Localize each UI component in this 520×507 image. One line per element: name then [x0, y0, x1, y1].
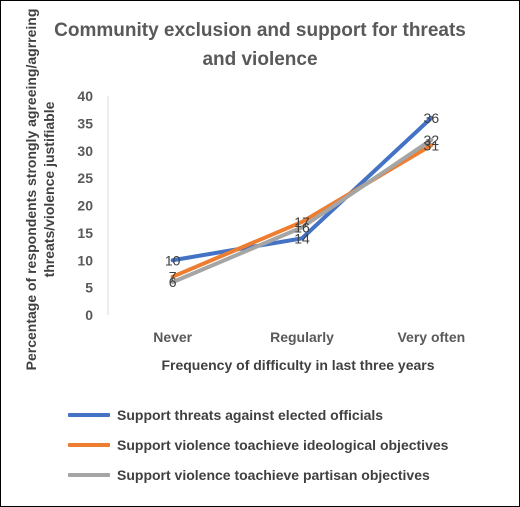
line-chart: Percentage of respondents strongly agree…	[23, 9, 465, 373]
data-label: 14	[294, 230, 310, 246]
y-tick-label: 15	[77, 225, 93, 241]
legend-swatch	[68, 473, 110, 477]
legend-label: Support threats against elected official…	[117, 407, 384, 423]
y-tick-label: 5	[85, 280, 93, 296]
data-label: 17	[294, 214, 310, 230]
legend-swatch	[68, 413, 110, 417]
y-tick-label: 10	[77, 252, 93, 268]
data-label: 6	[169, 274, 177, 290]
data-label: 16	[294, 219, 310, 235]
y-tick-label: 35	[77, 115, 93, 131]
data-label: 32	[424, 132, 440, 148]
x-axis-title: Frequency of difficulty in last three ye…	[161, 357, 434, 373]
legend-label: Support violence toachieve partisan obje…	[117, 467, 430, 483]
legend-item: Support violence toachieve partisan obje…	[68, 460, 508, 490]
x-tick-label: Never	[153, 329, 192, 345]
x-axis-ticks: Never Regularly Very often	[153, 329, 465, 345]
y-tick-label: 25	[77, 170, 93, 186]
series-line	[170, 115, 434, 263]
x-tick-label: Very often	[397, 329, 465, 345]
y-axis-title-text: Percentage of respondents strongly agree…	[23, 9, 57, 371]
x-tick-label: Regularly	[270, 329, 334, 345]
chart-title: Community exclusion and support for thre…	[54, 20, 466, 70]
data-label: 7	[169, 269, 177, 285]
y-tick-label: 0	[85, 307, 93, 323]
series-line	[170, 137, 434, 285]
legend: Support threats against elected official…	[68, 400, 508, 490]
y-axis-ticks: 0 5 10 15 20 25 30 35 40	[77, 88, 93, 323]
legend-swatch	[68, 443, 110, 447]
series-lines	[170, 115, 434, 285]
y-tick-label: 20	[77, 198, 93, 214]
y-tick-label: 30	[77, 143, 93, 159]
data-label: 36	[424, 110, 440, 126]
legend-item: Support violence toachieve ideological o…	[68, 430, 508, 460]
data-labels: 10 14 36 7 17 31 6 16 32	[165, 110, 439, 290]
legend-label: Support violence toachieve ideological o…	[117, 437, 449, 453]
legend-item: Support threats against elected official…	[68, 400, 508, 430]
y-tick-label: 40	[77, 88, 93, 104]
y-axis-title: Percentage of respondents strongly agree…	[23, 9, 57, 371]
data-label: 31	[424, 137, 440, 153]
data-label: 10	[165, 252, 181, 268]
